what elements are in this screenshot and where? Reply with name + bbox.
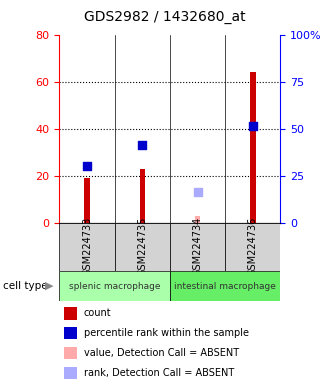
Text: GSM224736: GSM224736	[248, 217, 258, 276]
Bar	[64, 367, 77, 379]
Point	[140, 142, 145, 148]
Text: rank, Detection Call = ABSENT: rank, Detection Call = ABSENT	[84, 368, 234, 378]
Bar	[59, 223, 115, 271]
Text: count: count	[84, 308, 111, 318]
Bar	[170, 223, 225, 271]
Bar	[64, 347, 77, 359]
Text: value, Detection Call = ABSENT: value, Detection Call = ABSENT	[84, 348, 239, 358]
Bar	[64, 327, 77, 339]
Text: ▶: ▶	[45, 281, 53, 291]
Text: GSM224733: GSM224733	[82, 217, 92, 276]
Bar	[115, 223, 170, 271]
Bar	[84, 178, 90, 223]
Text: GSM224734: GSM224734	[193, 217, 203, 276]
Text: percentile rank within the sample: percentile rank within the sample	[84, 328, 249, 338]
Text: cell type: cell type	[3, 281, 48, 291]
Bar	[64, 307, 77, 319]
Bar	[140, 169, 145, 223]
Text: splenic macrophage: splenic macrophage	[69, 281, 160, 291]
Point	[250, 123, 255, 129]
Point	[84, 163, 90, 169]
Bar	[225, 223, 280, 271]
Bar	[195, 216, 200, 223]
Bar	[59, 271, 170, 301]
Point	[195, 189, 200, 195]
Bar	[170, 271, 280, 301]
Text: GDS2982 / 1432680_at: GDS2982 / 1432680_at	[84, 10, 246, 24]
Bar	[250, 72, 256, 223]
Text: GSM224735: GSM224735	[137, 217, 147, 276]
Text: intestinal macrophage: intestinal macrophage	[174, 281, 276, 291]
